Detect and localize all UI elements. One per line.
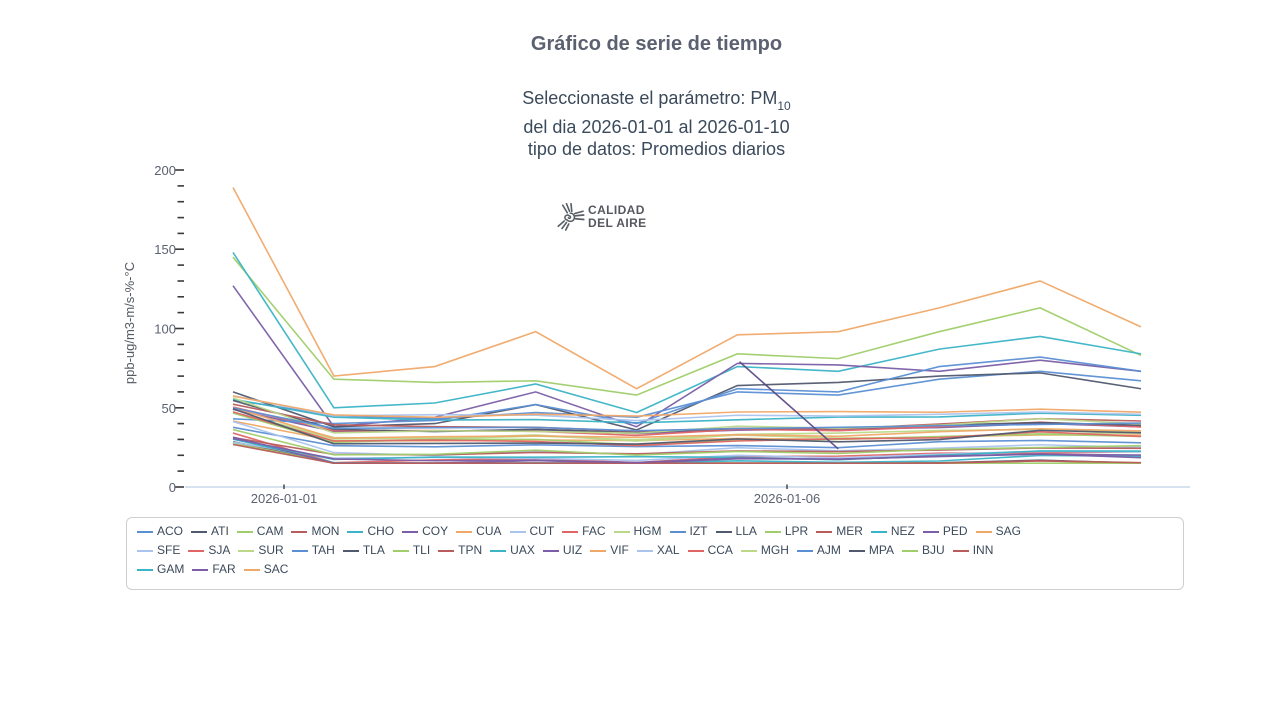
svg-text:100: 100 — [154, 322, 176, 337]
svg-text:150: 150 — [154, 242, 176, 257]
svg-text:0: 0 — [169, 480, 176, 495]
svg-text:50: 50 — [162, 401, 176, 416]
svg-text:2026-01-01: 2026-01-01 — [251, 491, 318, 506]
svg-text:2026-01-06: 2026-01-06 — [754, 491, 821, 506]
svg-text:200: 200 — [154, 163, 176, 178]
